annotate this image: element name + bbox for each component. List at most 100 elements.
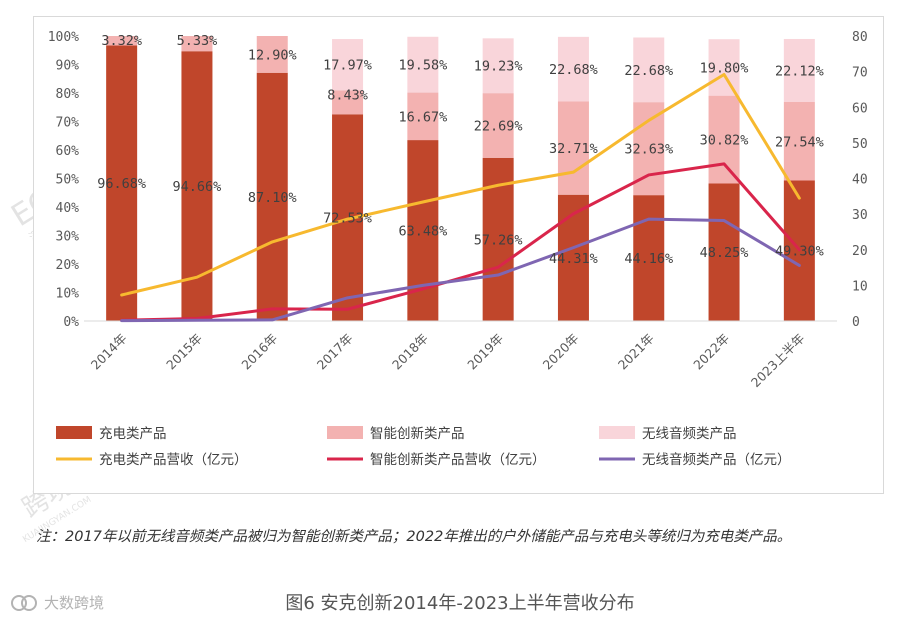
- data-label-series-2: 16.67%: [398, 109, 447, 125]
- legend-label-line-3: 无线音频类产品（亿元）: [642, 451, 791, 468]
- data-label-series-1: 94.66%: [173, 179, 222, 195]
- left-axis-tick-label: 20%: [56, 258, 80, 273]
- right-axis-tick-label: 0: [852, 315, 860, 330]
- bar-segment-2: [783, 102, 815, 181]
- x-axis-tick-label: 2020年: [540, 331, 582, 373]
- line-series-1: [120, 72, 801, 297]
- x-axis-tick-label: 2017年: [314, 331, 356, 373]
- data-label-series-1: 57.26%: [474, 232, 523, 248]
- right-axis-tick-label: 70: [852, 66, 868, 81]
- data-labels: 96.68% 3.32% 94.66% 5.33% 87.10% 12.90% 72.53%…: [97, 33, 823, 267]
- data-label-series-3: 22.68%: [549, 62, 598, 78]
- data-label-series-2: 27.54%: [775, 134, 824, 150]
- bar-segment-2: [181, 36, 213, 52]
- data-label-series-1: 44.31%: [549, 251, 598, 267]
- line-series-2: [120, 162, 801, 322]
- left-axis-tick-label: 40%: [56, 201, 80, 216]
- left-axis-tick-label: 70%: [56, 116, 80, 131]
- data-label-series-3: 17.97%: [323, 58, 372, 74]
- left-axis-tick-label: 0%: [63, 315, 79, 330]
- right-axis-tick-label: 30: [852, 208, 868, 223]
- bar-segment-3: [482, 38, 514, 94]
- right-axis-tick-label: 80: [852, 30, 868, 45]
- left-axis-tick-label: 80%: [56, 87, 80, 102]
- legend-swatch-bar-1: [56, 426, 92, 439]
- data-label-series-1: 49.30%: [775, 244, 824, 260]
- left-axis-tick-label: 90%: [56, 59, 80, 74]
- data-label-series-2: 8.43%: [327, 87, 368, 103]
- x-axis-tick-label: 2021年: [615, 331, 657, 373]
- brand-name: 大数跨境: [44, 594, 105, 612]
- right-axis: 0 10 20 30 40 50 60 70 80: [852, 30, 868, 330]
- bar-segment-1: [708, 183, 740, 321]
- left-axis-tick-label: 10%: [56, 287, 80, 302]
- data-label-series-3: 19.23%: [474, 59, 523, 75]
- bar-segment-3: [633, 37, 665, 103]
- bar-segment-2: [557, 101, 589, 195]
- x-axis-tick-label: 2023上半年: [748, 331, 808, 391]
- x-axis-tick-label: 2022年: [690, 331, 732, 373]
- data-label-series-2: 32.71%: [549, 141, 598, 157]
- data-label-series-1: 63.48%: [398, 224, 447, 240]
- chart-note: 注：2017年以前无线音频类产品被归为智能创新类产品；2022年推出的户外储能产…: [36, 529, 792, 545]
- chart-frame: 0% 10% 20% 30% 40% 50% 60% 70% 80% 90% 100% 0 10 20 3…: [33, 16, 884, 494]
- right-axis-tick-label: 50: [852, 137, 868, 152]
- bar-segment-3: [557, 36, 589, 102]
- brand: 大数跨境: [10, 592, 104, 613]
- data-label-series-2: 30.82%: [700, 133, 749, 149]
- legend-label-bar-2: 智能创新类产品: [370, 426, 465, 442]
- bar-segment-1: [256, 72, 288, 321]
- bar-segment-1: [106, 45, 138, 321]
- data-label-series-3: 22.12%: [775, 63, 824, 79]
- data-label-series-2: 12.90%: [248, 47, 297, 63]
- x-axis-tick-label: 2015年: [163, 331, 205, 373]
- bar-segment-3: [332, 39, 364, 91]
- left-axis-tick-label: 100%: [48, 30, 79, 45]
- bar-segment-3: [708, 39, 740, 96]
- data-label-series-3: 19.58%: [398, 58, 447, 74]
- x-axis-tick-label: 2014年: [88, 331, 130, 373]
- legend-label-line-2: 智能创新类产品营收（亿元）: [370, 452, 546, 468]
- data-label-series-1: 44.16%: [624, 251, 673, 267]
- left-axis-tick-label: 30%: [56, 230, 80, 245]
- right-axis-tick-label: 10: [852, 279, 868, 294]
- bar-segment-2: [256, 36, 288, 73]
- data-label-series-1: 87.10%: [248, 190, 297, 206]
- legend-swatch-bar-3: [599, 426, 635, 439]
- x-axis-tick-label: 2016年: [238, 331, 280, 373]
- brand-logo-icon: [11, 594, 37, 611]
- data-label-series-2: 3.32%: [101, 33, 142, 49]
- data-label-series-1: 96.68%: [97, 176, 146, 192]
- left-axis-tick-label: 60%: [56, 144, 80, 159]
- data-label-series-1: 72.53%: [323, 211, 372, 227]
- x-axis-tick-label: 2018年: [389, 331, 431, 373]
- data-label-series-3: 22.68%: [624, 63, 673, 79]
- line-series-3: [120, 217, 801, 323]
- legend-swatch-bar-2: [327, 426, 363, 439]
- data-label-series-2: 5.33%: [177, 33, 218, 49]
- data-label-series-2: 32.63%: [624, 142, 673, 158]
- bar-segment-2: [332, 90, 364, 115]
- bar-segment-2: [106, 36, 138, 46]
- bar-segment-2: [407, 92, 439, 141]
- data-label-series-2: 22.69%: [474, 118, 523, 134]
- legend-label-bar-3: 无线音频类产品: [642, 425, 737, 442]
- left-axis-tick-label: 50%: [56, 173, 80, 188]
- right-axis-tick-label: 40: [852, 173, 868, 188]
- bar-segment-3: [407, 36, 439, 93]
- x-axis-tick-label: 2019年: [464, 331, 506, 373]
- data-label-series-3: 19.80%: [700, 60, 749, 76]
- lines: [120, 72, 801, 323]
- bar-segment-2: [482, 93, 514, 158]
- left-axis: 0% 10% 20% 30% 40% 50% 60% 70% 80% 90% 100%: [48, 30, 79, 330]
- bar-segment-2: [708, 95, 740, 184]
- data-label-series-1: 48.25%: [700, 245, 749, 261]
- bar-segment-1: [557, 194, 589, 321]
- figure-caption: 图6 安克创新2014年-2023上半年营收分布: [285, 593, 635, 614]
- right-axis-tick-label: 60: [852, 101, 868, 116]
- right-axis-tick-label: 20: [852, 244, 868, 259]
- legend-label-line-1: 充电类产品营收（亿元）: [99, 452, 248, 468]
- legend-label-bar-1: 充电类产品: [99, 426, 167, 442]
- chart: 0% 10% 20% 30% 40% 50% 60% 70% 80% 90% 100% 0 10 20 3…: [48, 30, 868, 468]
